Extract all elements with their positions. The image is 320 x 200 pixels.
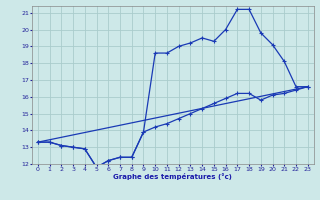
X-axis label: Graphe des températures (°c): Graphe des températures (°c) [113, 173, 232, 180]
